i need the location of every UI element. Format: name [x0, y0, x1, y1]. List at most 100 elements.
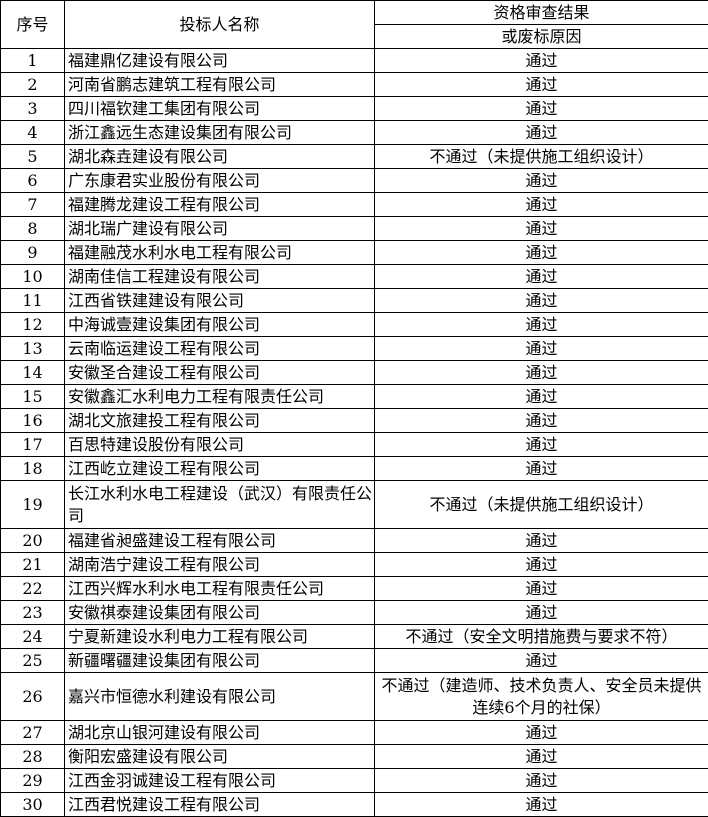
row-index: 12: [0, 312, 65, 337]
header-row-2: 或废标原因: [1, 24, 708, 49]
table-row: 25 新疆曙疆建设集团有限公司 通过: [0, 648, 708, 673]
table-row: 19 长江水利水电工程建设（武汉）有限责任公司 不通过（未提供施工组织设计）: [0, 480, 708, 529]
review-result: 通过: [374, 240, 708, 265]
row-index: 3: [0, 96, 65, 121]
bidder-name: 江西金羽诚建设工程有限公司: [64, 768, 375, 793]
row-index: 8: [0, 216, 65, 241]
row-index: 11: [0, 288, 65, 313]
review-result: 通过: [374, 336, 708, 361]
bidder-name: 湖北瑞广建设有限公司: [64, 216, 375, 241]
table-row: 22 江西兴辉水利水电工程有限责任公司 通过: [0, 576, 708, 601]
bidder-name: 河南省鹏志建筑工程有限公司: [64, 72, 375, 97]
table-row: 15 安徽鑫汇水利电力工程有限责任公司 通过: [0, 384, 708, 409]
review-result: 通过: [374, 192, 708, 217]
header-row: 序号 投标人名称 资格审查结果: [0, 0, 708, 49]
bidder-name: 江西君悦建设工程有限公司: [64, 792, 375, 817]
review-result: 通过: [374, 384, 708, 409]
table-row: 24 宁夏新建设水利电力工程有限公司 不通过（安全文明措施费与要求不符）: [0, 624, 708, 649]
review-result: 通过: [374, 432, 708, 457]
row-index: 7: [0, 192, 65, 217]
table-row: 9 福建融茂水利水电工程有限公司 通过: [0, 240, 708, 265]
review-result: 通过: [374, 648, 708, 673]
table-row: 3 四川福钦建工集团有限公司 通过: [0, 96, 708, 121]
review-result: 不通过（未提供施工组织设计）: [374, 144, 708, 169]
bidder-name: 宁夏新建设水利电力工程有限公司: [64, 624, 375, 649]
bidder-name: 安徽祺泰建设集团有限公司: [64, 600, 375, 625]
row-index: 21: [0, 552, 65, 577]
row-index: 1: [0, 48, 65, 73]
header-result-line1: 资格审查结果: [374, 0, 708, 25]
table-row: 12 中海诚壹建设集团有限公司 通过: [0, 312, 708, 337]
bidder-name: 湖南佳信工程建设有限公司: [64, 264, 375, 289]
table-row: 28 衡阳宏盛建设有限公司 通过: [0, 744, 708, 769]
review-result: 不通过（未提供施工组织设计）: [374, 480, 708, 529]
bidder-name: 中海诚壹建设集团有限公司: [64, 312, 375, 337]
row-index: 19: [0, 480, 65, 529]
review-result: 通过: [374, 264, 708, 289]
review-result: 通过: [374, 168, 708, 193]
header-bidder: 投标人名称: [64, 0, 375, 49]
table-row: 5 湖北森垚建设有限公司 不通过（未提供施工组织设计）: [0, 144, 708, 169]
bidder-name: 福建鼎亿建设有限公司: [64, 48, 375, 73]
review-result: 通过: [374, 768, 708, 793]
row-index: 16: [0, 408, 65, 433]
table-row: 14 安徽圣合建设工程有限公司 通过: [0, 360, 708, 385]
bidder-name: 广东康君实业股份有限公司: [64, 168, 375, 193]
review-result: 通过: [374, 96, 708, 121]
row-index: 30: [0, 792, 65, 817]
table-row: 2 河南省鹏志建筑工程有限公司 通过: [0, 72, 708, 97]
review-result: 通过: [374, 456, 708, 481]
review-result: 通过: [374, 408, 708, 433]
row-index: 14: [0, 360, 65, 385]
row-index: 13: [0, 336, 65, 361]
bidder-name: 湖北文旅建投工程有限公司: [64, 408, 375, 433]
row-index: 20: [0, 528, 65, 553]
row-index: 22: [0, 576, 65, 601]
bidder-name: 江西屹立建设工程有限公司: [64, 456, 375, 481]
bidder-name: 福建腾龙建设工程有限公司: [64, 192, 375, 217]
review-result: 通过: [374, 120, 708, 145]
bidder-name: 江西兴辉水利水电工程有限责任公司: [64, 576, 375, 601]
row-index: 10: [0, 264, 65, 289]
table-row: 13 云南临运建设工程有限公司 通过: [0, 336, 708, 361]
table-row: 4 浙江鑫远生态建设集团有限公司 通过: [0, 120, 708, 145]
bidder-name: 长江水利水电工程建设（武汉）有限责任公司: [64, 480, 375, 529]
table-row: 6 广东康君实业股份有限公司 通过: [0, 168, 708, 193]
bidder-name: 安徽圣合建设工程有限公司: [64, 360, 375, 385]
table-row: 18 江西屹立建设工程有限公司 通过: [0, 456, 708, 481]
review-result: 通过: [374, 72, 708, 97]
bidder-name: 百思特建设股份有限公司: [64, 432, 375, 457]
header-index: 序号: [0, 0, 65, 49]
table-row: 26 嘉兴市恒德水利建设有限公司 不通过（建造师、技术负责人、安全员未提供连续6个月…: [0, 672, 708, 721]
review-result: 通过: [374, 600, 708, 625]
review-result: 通过: [374, 744, 708, 769]
row-index: 27: [0, 720, 65, 745]
review-result: 通过: [374, 288, 708, 313]
bidder-name: 福建融茂水利水电工程有限公司: [64, 240, 375, 265]
table-row: 27 湖北京山银河建设有限公司 通过: [0, 720, 708, 745]
review-result: 通过: [374, 360, 708, 385]
bidder-name: 安徽鑫汇水利电力工程有限责任公司: [64, 384, 375, 409]
table-row: 20 福建省昶盛建设工程有限公司 通过: [0, 528, 708, 553]
review-result: 通过: [374, 576, 708, 601]
bidder-name: 四川福钦建工集团有限公司: [64, 96, 375, 121]
table-row: 17 百思特建设股份有限公司 通过: [0, 432, 708, 457]
table-row: 29 江西金羽诚建设工程有限公司 通过: [0, 768, 708, 793]
row-index: 9: [0, 240, 65, 265]
review-result: 不通过（安全文明措施费与要求不符）: [374, 624, 708, 649]
row-index: 24: [0, 624, 65, 649]
bidder-name: 衡阳宏盛建设有限公司: [64, 744, 375, 769]
bidder-name: 嘉兴市恒德水利建设有限公司: [64, 672, 375, 721]
review-result: 不通过（建造师、技术负责人、安全员未提供连续6个月的社保）: [374, 672, 708, 721]
row-index: 23: [0, 600, 65, 625]
bidder-name: 湖北森垚建设有限公司: [64, 144, 375, 169]
table-row: 10 湖南佳信工程建设有限公司 通过: [0, 264, 708, 289]
header-result-line2: 或废标原因: [374, 24, 708, 49]
bidder-name: 湖北京山银河建设有限公司: [64, 720, 375, 745]
table-row: 7 福建腾龙建设工程有限公司 通过: [0, 192, 708, 217]
review-result: 通过: [374, 48, 708, 73]
bidder-name: 江西省铁建建设有限公司: [64, 288, 375, 313]
row-index: 25: [0, 648, 65, 673]
table-row: 11 江西省铁建建设有限公司 通过: [0, 288, 708, 313]
